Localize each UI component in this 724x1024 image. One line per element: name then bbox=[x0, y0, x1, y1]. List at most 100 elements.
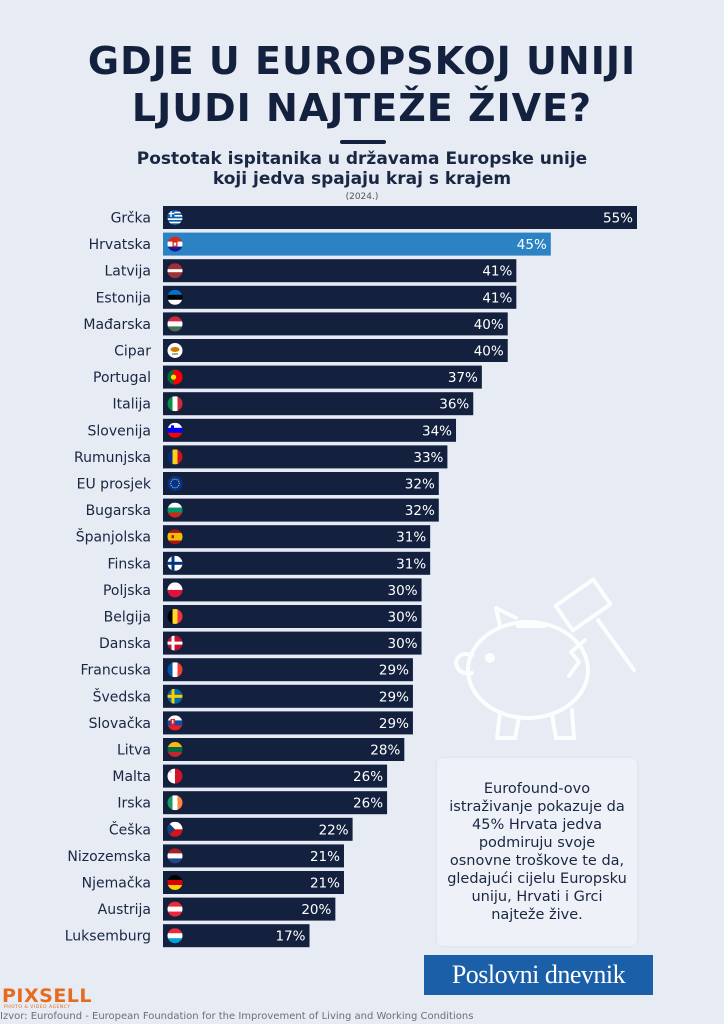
bar-25 bbox=[163, 871, 344, 894]
netherlands-flag-icon bbox=[167, 848, 183, 864]
category-label: Malta bbox=[112, 769, 151, 785]
info-text: Eurofound-ovo istraživanje pokazuje da 4… bbox=[447, 781, 627, 923]
category-label: Latvija bbox=[104, 264, 151, 280]
bar-12 bbox=[163, 525, 431, 549]
bar-row-19: Slovačka 29% bbox=[89, 711, 413, 735]
category-label: Češka bbox=[109, 820, 151, 838]
bar-row-10: EU prosjek 32% bbox=[77, 472, 439, 495]
bar-3 bbox=[163, 285, 517, 309]
bar-19 bbox=[163, 711, 413, 735]
bar-row-16: Danska 30% bbox=[99, 631, 422, 655]
eu-flag-icon bbox=[167, 476, 183, 491]
brand-logo: Poslovni dnevnik bbox=[424, 955, 653, 995]
category-label: EU prosjek bbox=[77, 477, 152, 493]
category-label: Danska bbox=[99, 636, 151, 652]
bar-27 bbox=[163, 924, 310, 948]
bar-row-22: Irska 26% bbox=[117, 791, 388, 815]
bar-6 bbox=[163, 365, 482, 389]
bar-row-18: Švedska 29% bbox=[93, 684, 413, 708]
lithuania-flag-icon bbox=[167, 742, 183, 757]
bar-7 bbox=[163, 392, 474, 416]
category-label: Belgija bbox=[104, 610, 151, 626]
value-label: 30% bbox=[388, 583, 418, 599]
value-label: 29% bbox=[379, 689, 409, 705]
cyprus-flag-icon bbox=[167, 343, 183, 358]
value-label: 32% bbox=[405, 477, 435, 493]
category-label: Slovenija bbox=[88, 423, 151, 439]
bar-row-25: Njemačka 21% bbox=[82, 871, 344, 894]
bar-1 bbox=[163, 232, 551, 256]
value-label: 28% bbox=[370, 743, 400, 759]
bar-row-12: Španjolska 31% bbox=[76, 525, 431, 549]
value-label: 31% bbox=[396, 530, 426, 546]
value-label: 36% bbox=[439, 397, 469, 413]
category-label: Španjolska bbox=[76, 528, 151, 546]
value-label: 33% bbox=[413, 450, 443, 466]
greece-flag-icon bbox=[167, 210, 183, 225]
bar-26 bbox=[163, 897, 336, 921]
slovenia-flag-icon bbox=[167, 422, 183, 438]
category-label: Irska bbox=[117, 796, 151, 812]
bar-21 bbox=[163, 764, 388, 788]
value-label: 40% bbox=[474, 317, 504, 333]
bar-row-0: Grčka 55% bbox=[111, 206, 637, 229]
value-label: 45% bbox=[517, 237, 547, 253]
bulgaria-flag-icon bbox=[167, 502, 183, 518]
bar-row-11: Bugarska 32% bbox=[86, 498, 439, 522]
bar-24 bbox=[163, 844, 344, 868]
bar-row-20: Litva 28% bbox=[117, 738, 405, 761]
bar-row-24: Nizozemska 21% bbox=[67, 844, 344, 868]
category-label: Rumunjska bbox=[74, 450, 151, 466]
category-label: Italija bbox=[113, 397, 151, 413]
value-label: 34% bbox=[422, 423, 452, 439]
category-label: Francuska bbox=[80, 663, 151, 679]
bar-22 bbox=[163, 791, 388, 815]
category-label: Portugal bbox=[93, 370, 151, 386]
bar-15 bbox=[163, 605, 422, 628]
value-label: 26% bbox=[353, 769, 383, 785]
hungary-flag-icon bbox=[167, 316, 183, 332]
title-line-2: LJUDI NAJTEŽE ŽIVE? bbox=[131, 86, 593, 130]
bar-0 bbox=[163, 206, 637, 229]
bar-row-17: Francuska 29% bbox=[80, 658, 413, 682]
bar-14 bbox=[163, 578, 422, 602]
bar-row-4: Mađarska 40% bbox=[83, 312, 508, 336]
austria-flag-icon bbox=[167, 901, 183, 917]
value-label: 29% bbox=[379, 716, 409, 732]
value-label: 22% bbox=[319, 822, 349, 838]
value-label: 30% bbox=[388, 636, 418, 652]
category-label: Hrvatska bbox=[89, 237, 151, 253]
agency-logo: PIXSELL bbox=[2, 985, 93, 1007]
subtitle-line-2: koji jedva spajaju kraj s krajem bbox=[212, 169, 512, 189]
bar-row-5: Cipar 40% bbox=[114, 339, 508, 362]
bar-18 bbox=[163, 684, 413, 708]
bar-9 bbox=[163, 445, 448, 469]
category-label: Litva bbox=[117, 743, 151, 759]
france-flag-icon bbox=[167, 662, 183, 678]
piggy-bank-hammer-icon bbox=[454, 577, 636, 740]
title-divider bbox=[340, 140, 386, 144]
bar-row-13: Finska 31% bbox=[107, 551, 431, 575]
subtitle-line-1: Postotak ispitanika u državama Europske … bbox=[136, 149, 588, 169]
spain-flag-icon bbox=[167, 529, 183, 545]
romania-flag-icon bbox=[167, 449, 183, 465]
bar-13 bbox=[163, 551, 431, 575]
value-label: 26% bbox=[353, 796, 383, 812]
value-label: 20% bbox=[301, 902, 331, 918]
category-label: Mađarska bbox=[83, 317, 151, 333]
source-note: Izvor: Eurofound - European Foundation f… bbox=[0, 1011, 474, 1022]
category-label: Njemačka bbox=[82, 876, 151, 892]
italy-flag-icon bbox=[167, 396, 183, 412]
luxembourg-flag-icon bbox=[167, 928, 183, 944]
estonia-flag-icon bbox=[167, 289, 183, 305]
bar-20 bbox=[163, 738, 405, 761]
bar-chart: Grčka 55% Hrvatska 45% Latvija 41% Estonija 41%… bbox=[65, 206, 637, 948]
portugal-flag-icon bbox=[167, 369, 183, 385]
category-label: Grčka bbox=[111, 211, 151, 227]
category-label: Finska bbox=[107, 556, 151, 572]
bar-17 bbox=[163, 658, 413, 682]
bar-23 bbox=[163, 817, 353, 841]
category-label: Bugarska bbox=[86, 503, 151, 519]
info-box: Eurofound-ovo istraživanje pokazuje da 4… bbox=[437, 758, 637, 946]
bar-row-27: Luksemburg 17% bbox=[65, 924, 310, 948]
